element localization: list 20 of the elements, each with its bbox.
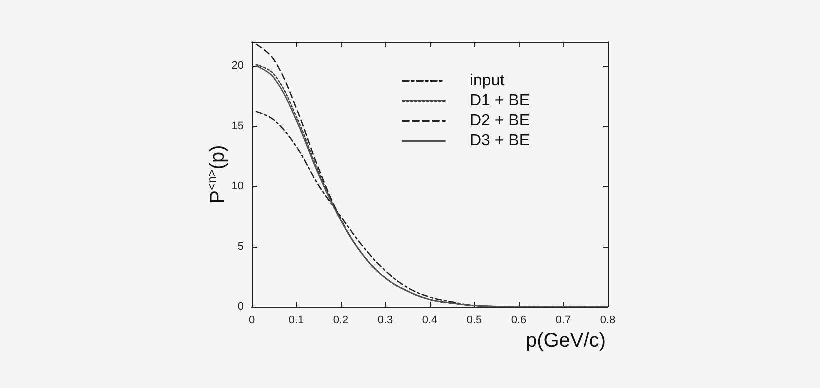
x-tick-label: 0.4 — [422, 314, 438, 326]
x-axis-title: p(GeV/c) — [526, 330, 606, 352]
x-tick-label: 0 — [248, 314, 256, 326]
y-tick-label: 15 — [232, 120, 244, 132]
y-tick-label: 5 — [238, 240, 244, 253]
y-tick-label: 0 — [238, 301, 244, 313]
legend-label: input — [470, 72, 506, 90]
x-tick-label: 0.2 — [333, 314, 349, 326]
y-tick-label: 10 — [232, 180, 244, 193]
y-tick-label: 20 — [232, 60, 244, 72]
x-tick-label: 0.7 — [556, 314, 572, 326]
legend-label: D1 + BE — [470, 92, 530, 110]
x-tick-label: 0.6 — [511, 314, 527, 326]
legend-label: D2 + BE — [470, 112, 530, 130]
legend-label: D3 + BE — [470, 132, 530, 150]
x-tick-label: 0.3 — [378, 314, 394, 326]
x-tick-label: 0.1 — [288, 314, 304, 326]
x-tick-label: 0.8 — [600, 314, 616, 326]
x-tick-label: 0.5 — [466, 314, 482, 326]
y-axis-title: P<n>(p) — [204, 145, 229, 204]
